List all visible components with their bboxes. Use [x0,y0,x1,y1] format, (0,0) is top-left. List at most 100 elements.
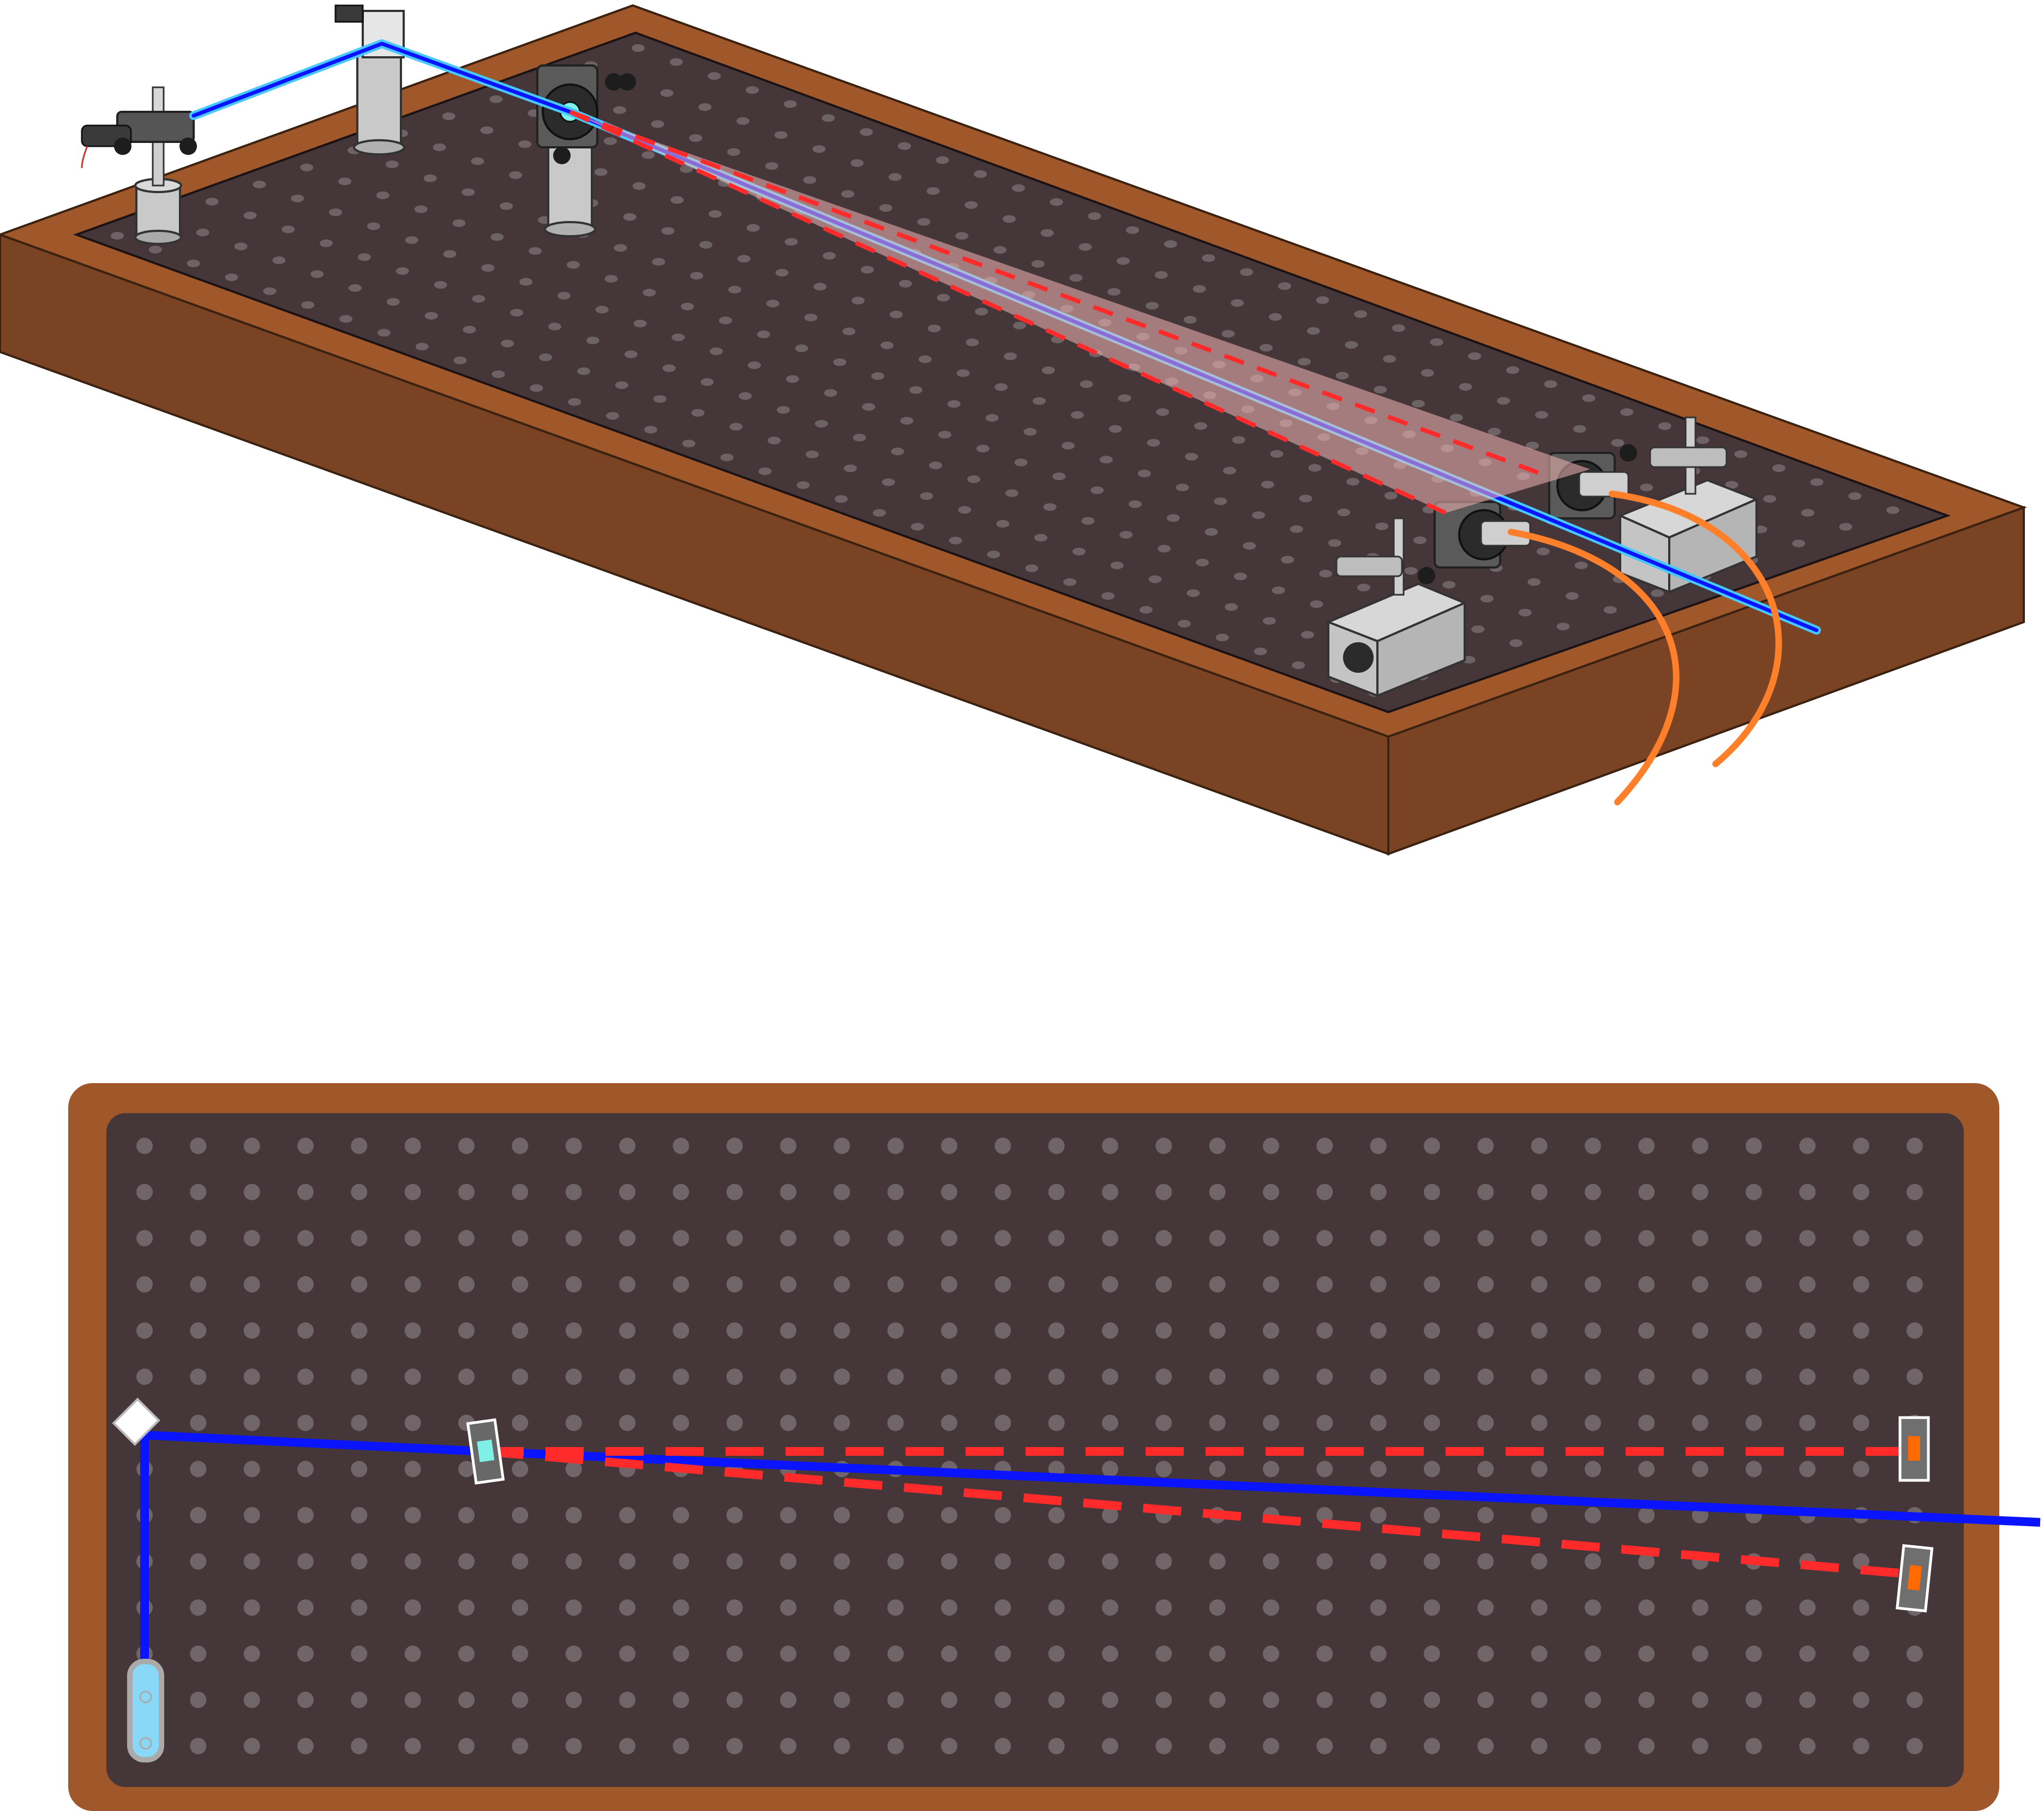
breadboard-hole [1556,623,1570,631]
breadboard-hole [1209,1645,1226,1662]
breadboard-hole [726,1738,743,1754]
breadboard-hole [834,1553,850,1570]
breadboard-hole [941,1138,957,1154]
breadboard-hole [726,1184,743,1200]
breadboard-hole [1907,1738,1923,1754]
breadboard-hole [1041,366,1055,374]
breadboard-hole [644,426,657,434]
breadboard-hole [1907,1368,1923,1385]
breadboard-hole [887,1692,904,1708]
breadboard-hole [1048,1599,1065,1616]
breadboard-hole [190,1138,207,1154]
breadboard-hole [606,412,619,420]
breadboard-hole [1118,394,1131,402]
breadboard-hole [1263,1322,1279,1339]
breadboard-hole [243,1368,260,1385]
breadboard-hole [803,176,817,184]
breadboard-hole [1799,1461,1816,1478]
breadboard-hole [1638,1599,1655,1616]
breadboard-hole [1638,1414,1655,1431]
breadboard-hole [1370,1692,1387,1708]
breadboard-hole [1531,1461,1548,1478]
breadboard-hole [1101,592,1115,600]
breadboard-hole [263,287,277,295]
breadboard-hole [565,1184,582,1200]
breadboard-hole [1090,486,1104,494]
breadboard-hole [1907,1276,1923,1293]
breadboard-hole [681,302,694,310]
breadboard-hole [1477,1322,1494,1339]
breadboard-hole [994,1507,1011,1523]
breadboard-hole [253,181,266,189]
breadboard-hole [434,281,447,289]
breadboard-hole [1531,1599,1548,1616]
breadboard-hole [136,1230,153,1247]
breadboard-hole [1316,1553,1333,1570]
breadboard-hole [653,395,667,403]
breadboard-hole [565,1414,582,1431]
breadboard-hole [1155,1230,1172,1247]
breadboard-hole [586,336,600,344]
breadboard-hole [834,1414,850,1431]
breadboard-hole [1477,1553,1494,1570]
breadboard-hole [565,1461,582,1478]
breadboard-hole [1012,184,1025,192]
breadboard-hole [1509,639,1523,647]
breadboard-hole [423,174,437,182]
breadboard-hole [887,1230,904,1247]
breadboard-hole [941,1230,957,1247]
breadboard-hole [1477,1692,1494,1708]
breadboard-hole [1357,583,1370,591]
breadboard-hole [351,1276,368,1293]
breadboard-hole [619,1507,636,1523]
breadboard-hole [136,1184,153,1200]
breadboard-hole [458,1692,475,1708]
breadboard-hole [376,191,389,199]
breadboard-hole [1263,1645,1279,1662]
breadboard-hole [452,219,466,227]
breadboard-hole [834,1230,850,1247]
breadboard-hole [1254,647,1267,655]
breadboard-hole [1585,1461,1601,1478]
breadboard-hole [941,1414,957,1431]
breadboard-hole [351,1138,368,1154]
breadboard-hole [824,389,837,397]
breadboard-hole [518,140,532,148]
breadboard-hole [1316,1138,1333,1154]
breadboard-hole [673,1184,690,1200]
breadboard-hole [619,1599,636,1616]
breadboard-hole [491,370,505,378]
breadboard-hole [243,1553,260,1570]
breadboard-hole [966,338,979,346]
breadboard-hole [565,1230,582,1247]
breadboard-hole [1269,313,1282,321]
breadboard-hole [887,1507,904,1523]
breadboard-hole [1155,1738,1172,1754]
breadboard-hole [780,1599,796,1616]
breadboard-hole [190,1230,207,1247]
breadboard-hole [662,364,676,372]
breadboard-hole [690,272,704,280]
breadboard-hole [568,398,582,406]
breadboard-hole [1185,453,1198,461]
breadboard-hole [887,1138,904,1154]
breadboard-hole [967,475,981,483]
breadboard-hole [1345,341,1358,349]
breadboard-hole [1370,1322,1387,1339]
breadboard-hole [458,1276,475,1293]
breadboard-hole [1088,212,1101,220]
breadboard-hole [1370,1461,1387,1478]
breadboard-hole [297,1692,314,1708]
breadboard-hole [1853,1138,1869,1154]
breadboard-hole [780,1322,796,1339]
breadboard-hole [1477,1645,1494,1662]
breadboard-hole [1459,383,1472,391]
breadboard-hole [297,1184,314,1200]
breadboard-hole [1413,536,1426,545]
breadboard-hole [835,495,848,503]
breadboard-hole [1792,539,1806,547]
breadboard-hole [1585,1368,1601,1385]
downconverted-beams-3d [569,110,1590,515]
breadboard-hole [1544,380,1557,388]
